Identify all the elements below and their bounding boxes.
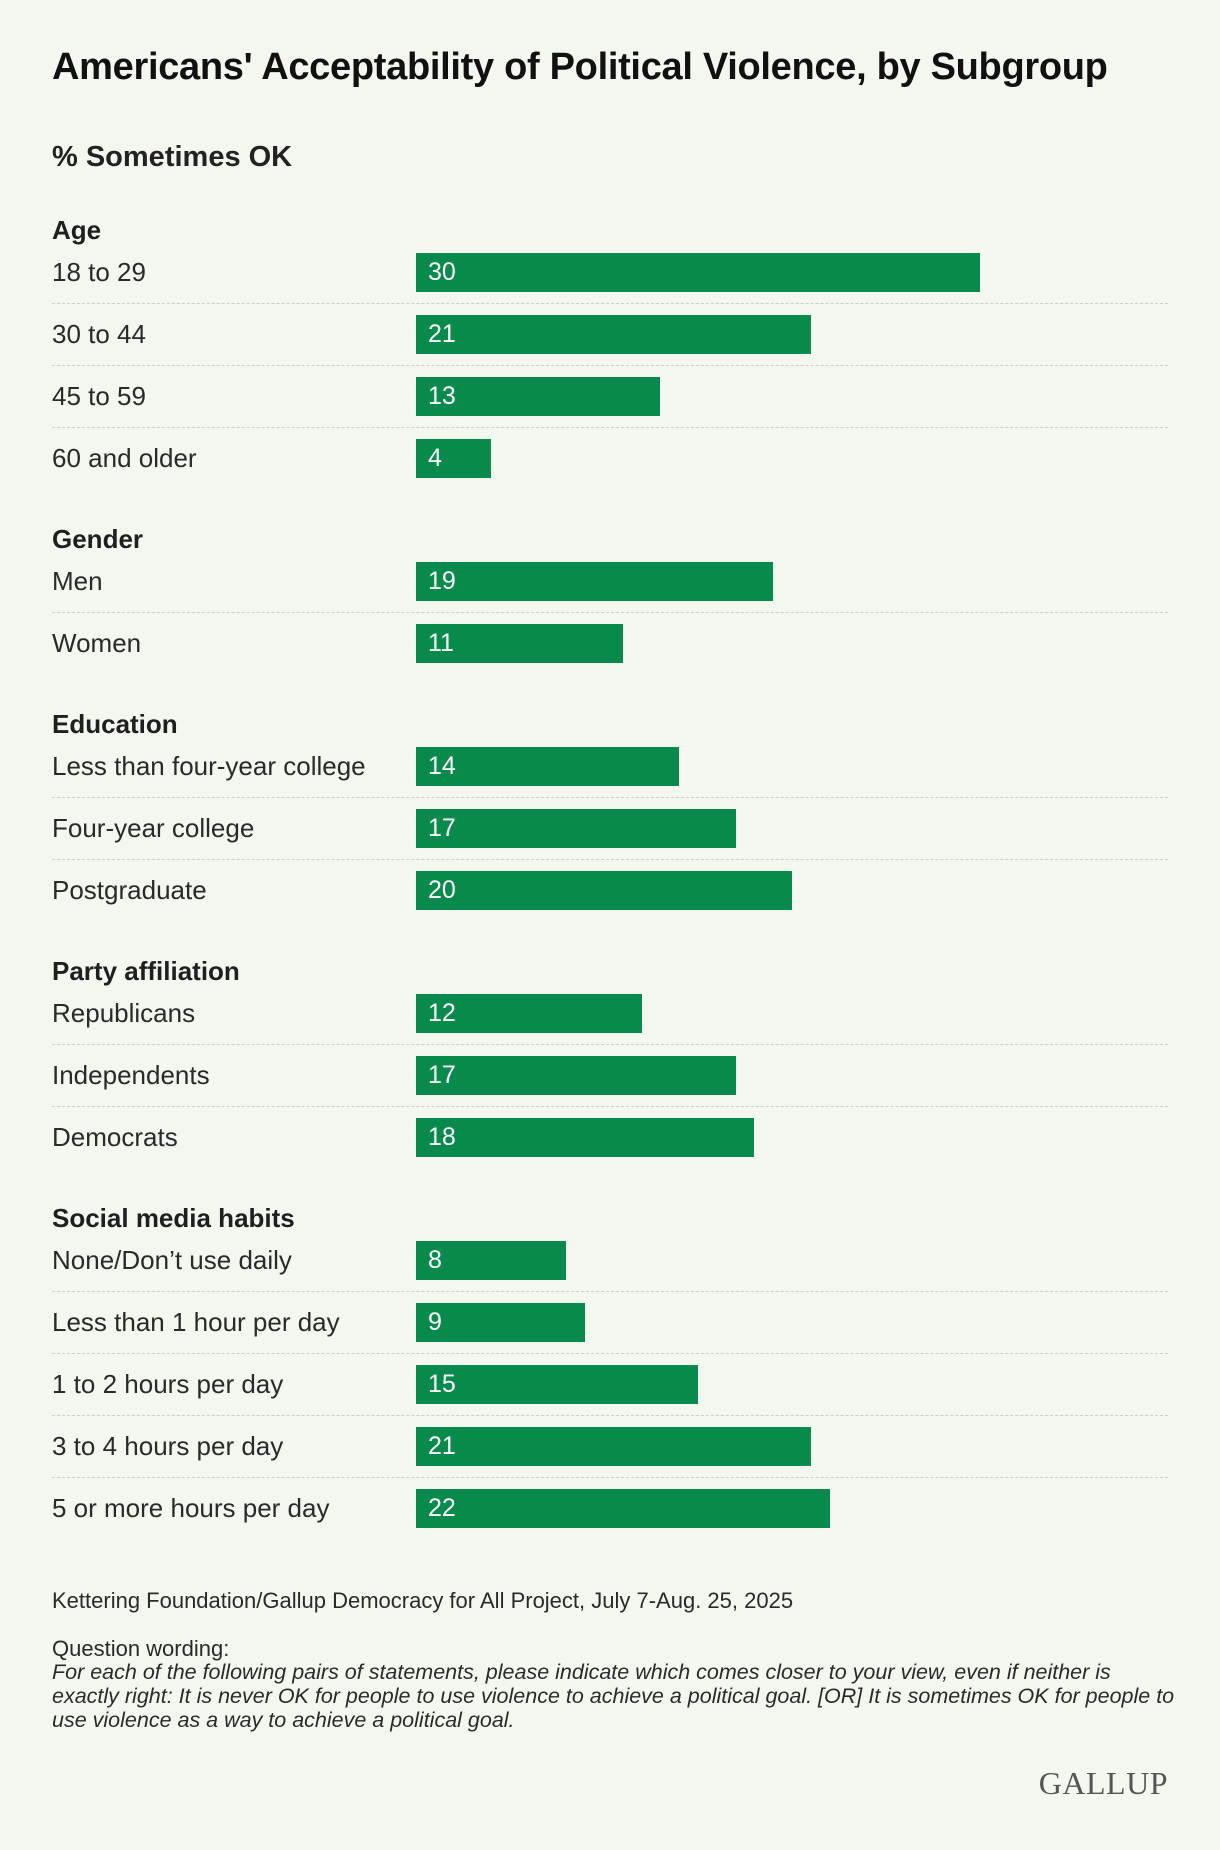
- bar-value-label: 14: [428, 752, 456, 780]
- bar-value-label: 17: [428, 814, 456, 842]
- row-label: Men: [52, 566, 103, 596]
- bar-value-label: 17: [428, 1061, 456, 1089]
- bar-value-label: 8: [428, 1246, 442, 1274]
- row-label: 45 to 59: [52, 381, 146, 411]
- row-label: Women: [52, 628, 142, 658]
- bar: 15: [416, 1365, 698, 1404]
- row-label: Less than four-year college: [52, 751, 366, 781]
- row-label: 60 and older: [52, 443, 197, 473]
- bar-value-label: 11: [428, 629, 454, 657]
- group-label: Social media habits: [52, 1203, 295, 1233]
- bar: 20: [416, 871, 792, 910]
- question-wording-text: For each of the following pairs of state…: [52, 1660, 1175, 1732]
- bar: 22: [416, 1489, 830, 1528]
- row-label: 30 to 44: [52, 319, 146, 349]
- row-label: 3 to 4 hours per day: [52, 1431, 284, 1461]
- row-label: Republicans: [52, 998, 196, 1028]
- bar: 21: [416, 1427, 811, 1466]
- row-divider: [52, 1044, 1168, 1045]
- gallup-logo: GALLUP: [1038, 1765, 1168, 1801]
- source-note: Kettering Foundation/Gallup Democracy fo…: [52, 1588, 794, 1613]
- group-label: Gender: [52, 524, 144, 554]
- row-divider: [52, 612, 1168, 613]
- row-divider: [52, 1291, 1168, 1292]
- group-label: Age: [52, 215, 102, 245]
- bar-value-label: 9: [428, 1308, 442, 1336]
- row-label: None/Don’t use daily: [52, 1245, 292, 1275]
- bar-value-label: 18: [428, 1123, 456, 1151]
- bar: 14: [416, 747, 679, 786]
- bar: 4: [416, 439, 491, 478]
- bar: 19: [416, 562, 773, 601]
- bar: 11: [416, 624, 623, 663]
- row-divider: [52, 1353, 1168, 1354]
- bar-value-label: 20: [428, 876, 456, 904]
- bar-value-label: 22: [428, 1494, 456, 1522]
- chart-title: Americans' Acceptability of Political Vi…: [52, 46, 1108, 88]
- row-label: Independents: [52, 1060, 210, 1090]
- row-label: Postgraduate: [52, 875, 207, 905]
- row-divider: [52, 1415, 1168, 1416]
- group-label: Education: [52, 709, 178, 739]
- bar-value-label: 21: [428, 1432, 456, 1460]
- bar: 21: [416, 315, 811, 354]
- row-divider: [52, 859, 1168, 860]
- bar: 30: [416, 253, 980, 292]
- bar: 13: [416, 377, 660, 416]
- bar: 8: [416, 1241, 566, 1280]
- row-divider: [52, 427, 1168, 428]
- bar-value-label: 19: [428, 567, 456, 595]
- chart-subtitle: % Sometimes OK: [52, 141, 293, 173]
- group-label: Party affiliation: [52, 956, 240, 986]
- bar: 17: [416, 809, 736, 848]
- row-label: 5 or more hours per day: [52, 1493, 330, 1523]
- bar-chart: Age 18 to 29 30 30 to 44 21 45 to 59 13 60 and …: [52, 215, 1168, 1528]
- row-divider: [52, 1477, 1168, 1478]
- bar-value-label: 30: [428, 258, 456, 286]
- row-divider: [52, 303, 1168, 304]
- row-label: Democrats: [52, 1122, 178, 1152]
- bar-value-label: 4: [428, 444, 442, 472]
- row-label: 18 to 29: [52, 257, 146, 287]
- bar-value-label: 12: [428, 999, 456, 1027]
- bar: 18: [416, 1118, 754, 1157]
- row-divider: [52, 365, 1168, 366]
- question-wording-label: Question wording:: [52, 1636, 230, 1661]
- bar-value-label: 13: [428, 382, 456, 410]
- bar: 17: [416, 1056, 736, 1095]
- row-label: 1 to 2 hours per day: [52, 1369, 284, 1399]
- row-divider: [52, 797, 1168, 798]
- bar: 12: [416, 994, 642, 1033]
- bar: 9: [416, 1303, 585, 1342]
- row-label: Four-year college: [52, 813, 255, 843]
- row-divider: [52, 1106, 1168, 1107]
- bar-value-label: 15: [428, 1370, 456, 1398]
- row-label: Less than 1 hour per day: [52, 1307, 340, 1337]
- bar-value-label: 21: [428, 320, 456, 348]
